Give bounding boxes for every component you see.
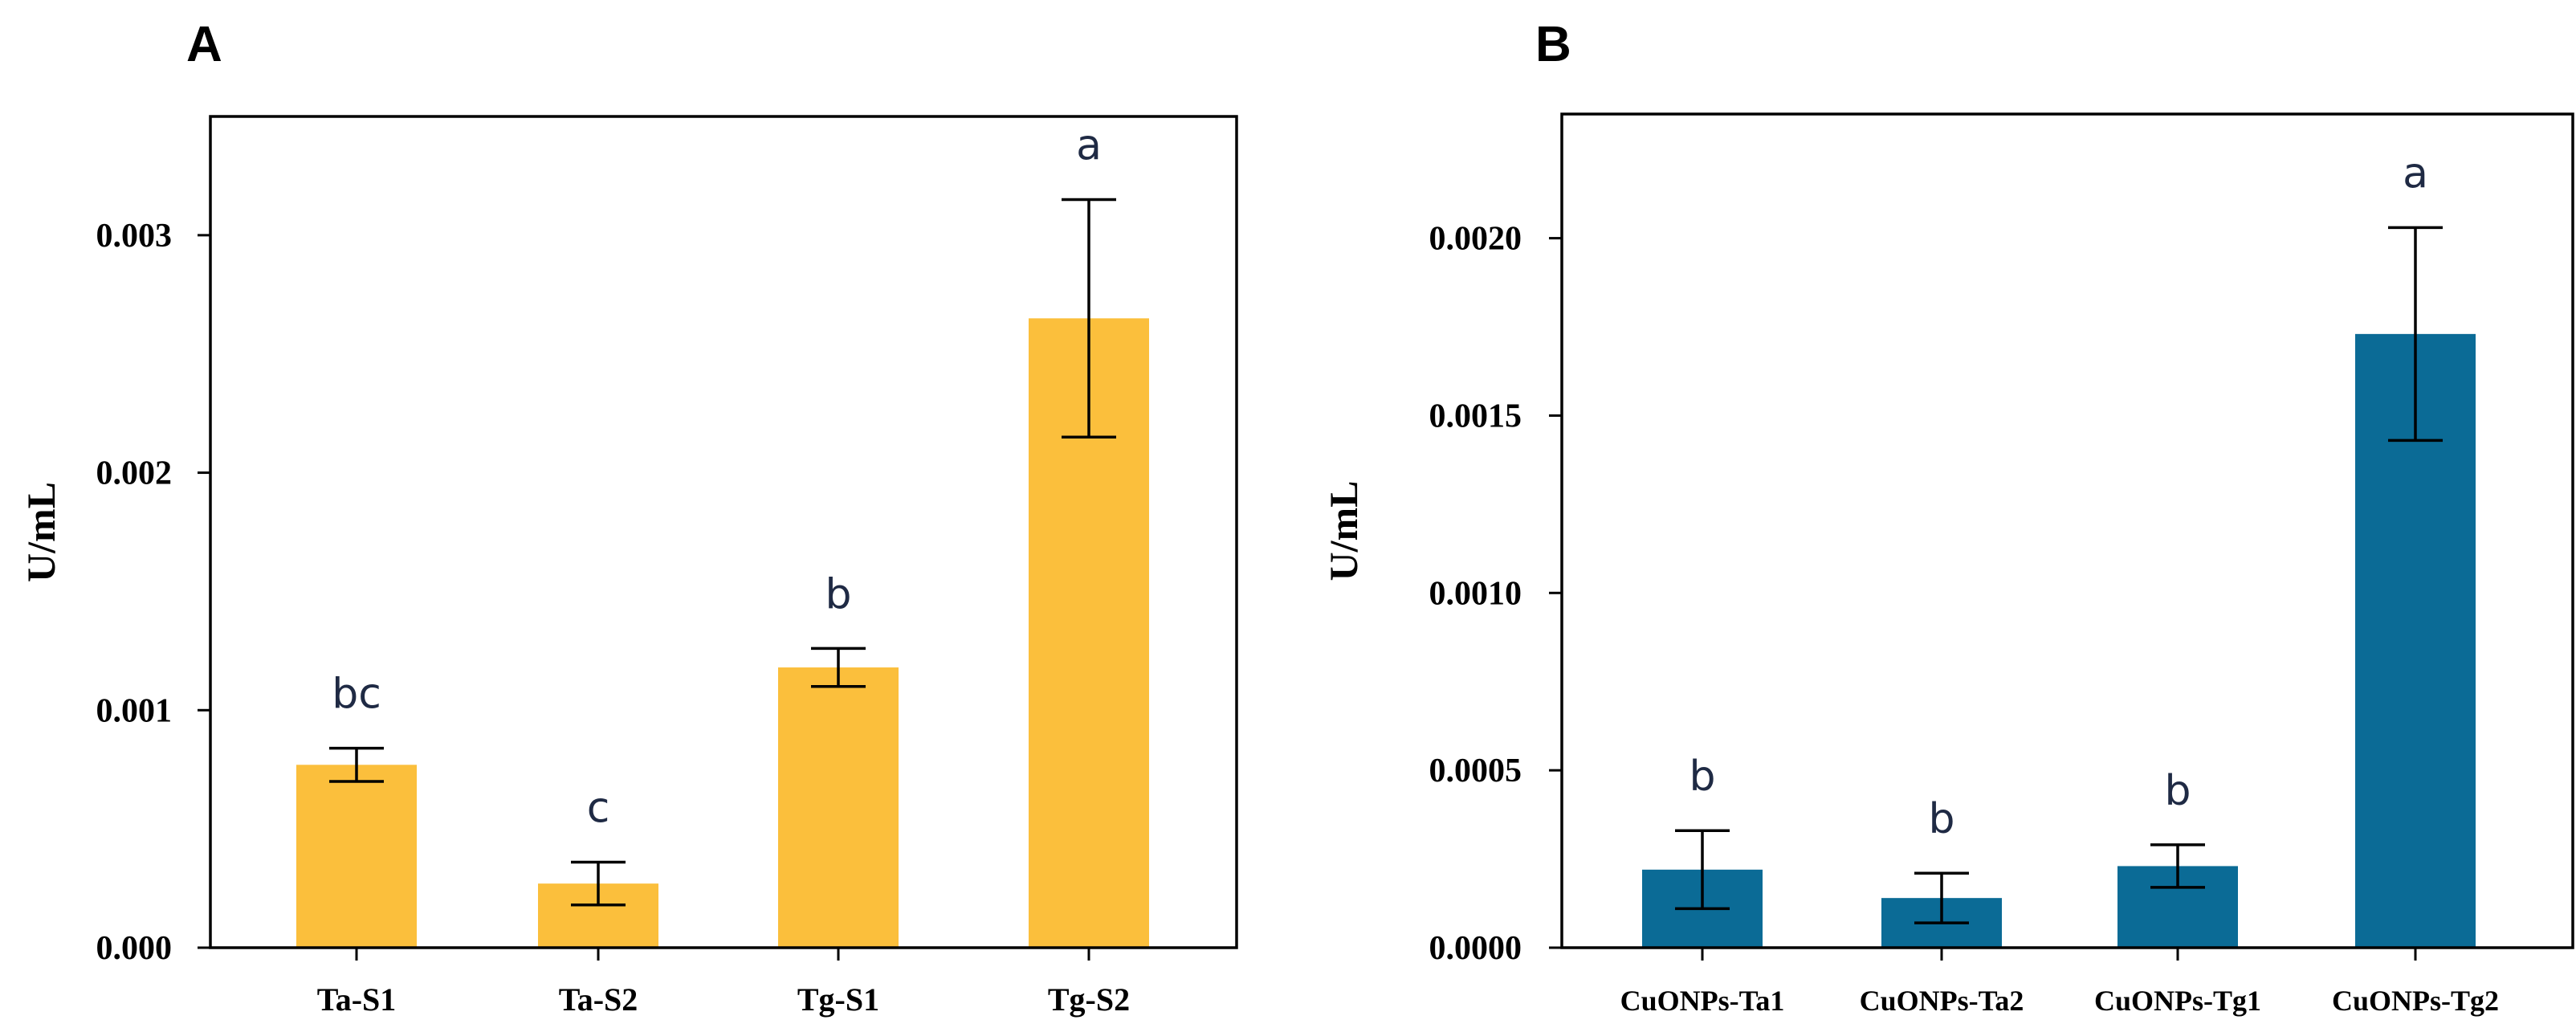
x-tick-label: CuONPs-Ta2 (1860, 985, 2024, 1017)
x-tick-label: Ta-S1 (317, 981, 397, 1018)
y-tick-label: 0.0005 (1429, 753, 1522, 789)
significance-label: b (1928, 795, 1954, 843)
x-tick-label: Ta-S2 (559, 981, 638, 1018)
significance-label: b (1689, 753, 1715, 801)
error-bar-cuonps-ta2 (1914, 871, 1969, 924)
error-bar-ta-s1 (329, 746, 384, 783)
error-bar-ta-s2 (571, 860, 626, 907)
x-tick-label: CuONPs-Tg1 (2094, 985, 2261, 1017)
significance-label: c (587, 785, 610, 833)
y-tick-label: 0.0020 (1429, 221, 1522, 258)
error-bar-cuonps-ta1 (1675, 829, 1730, 911)
error-bar-tg-s2 (1062, 198, 1116, 439)
panel-letter: A (186, 17, 222, 72)
y-axis-title: U/mL (1321, 481, 1366, 581)
bar-ta-s1 (296, 765, 417, 948)
bar-tg-s1 (778, 667, 899, 948)
y-axis-title: U/mL (18, 482, 63, 582)
significance-label: b (2164, 767, 2191, 815)
plot-frame (1560, 112, 2574, 949)
y-tick-label: 0.002 (96, 455, 173, 492)
panel-letter: B (1535, 17, 1571, 72)
x-tick-label: Tg-S1 (797, 981, 879, 1018)
panel-b: Bb b b a 0.0000 0.0005 0.0010 0.0015 0.0020 CuONP… (1321, 17, 2574, 1017)
significance-label: a (1076, 122, 1102, 170)
error-bar-cuonps-tg2 (2388, 226, 2443, 443)
error-bar-tg-s1 (811, 647, 866, 688)
significance-label: a (2403, 149, 2428, 198)
y-tick-label: 0.0010 (1429, 575, 1522, 612)
y-tick-label: 0.000 (96, 930, 173, 967)
y-tick-label: 0.001 (96, 692, 173, 729)
x-tick-label: CuONPs-Tg2 (2332, 985, 2499, 1017)
significance-label: bc (332, 671, 381, 719)
error-bar-cuonps-tg1 (2150, 843, 2205, 889)
significance-label: b (825, 570, 851, 618)
y-tick-label: 0.003 (96, 218, 173, 255)
plot-frame (209, 115, 1238, 949)
panel-a: Abc c b a 0.000 0.001 0.002 0.003 Ta-S1 Ta-S2 Tg-S… (18, 17, 1238, 1018)
y-tick-label: 0.0000 (1429, 930, 1522, 967)
y-tick-label: 0.0015 (1429, 398, 1522, 434)
x-tick-label: Tg-S2 (1048, 981, 1130, 1018)
x-tick-label: CuONPs-Ta1 (1620, 985, 1785, 1017)
